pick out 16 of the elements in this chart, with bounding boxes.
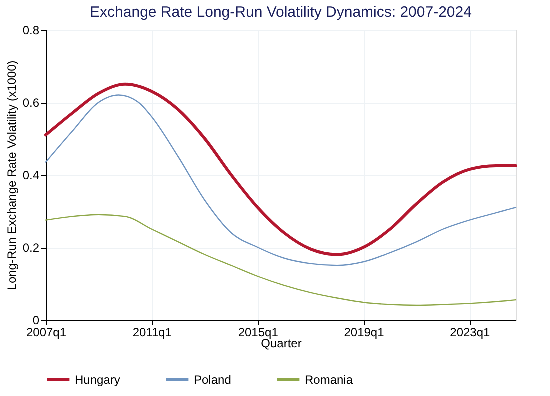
x-tick-label: 2011q1 [132, 326, 172, 340]
y-axis-title: Long-Run Exchange Rate Volatility (x1000) [4, 60, 19, 290]
legend-label: Romania [305, 372, 354, 387]
y-tick-label: 0.2 [22, 241, 40, 255]
line-series [45, 214, 517, 306]
legend-label: Poland [194, 372, 232, 387]
x-tick-label: 2019q1 [344, 326, 385, 340]
y-tick-label: 0 [32, 314, 40, 328]
y-tick-label: 0.8 [22, 24, 40, 38]
x-tick-label: 2023q1 [450, 326, 491, 340]
x-tick-label: 2007q1 [26, 326, 67, 340]
y-tick-label: 0.4 [22, 168, 40, 182]
chart-title: Exchange Rate Long-Run Volatility Dynamics: 2007-2024 [90, 4, 472, 21]
x-tick-label: 2015q1 [238, 326, 279, 340]
legend-label: Hungary [75, 372, 120, 387]
y-tick-label: 0.6 [22, 96, 40, 110]
